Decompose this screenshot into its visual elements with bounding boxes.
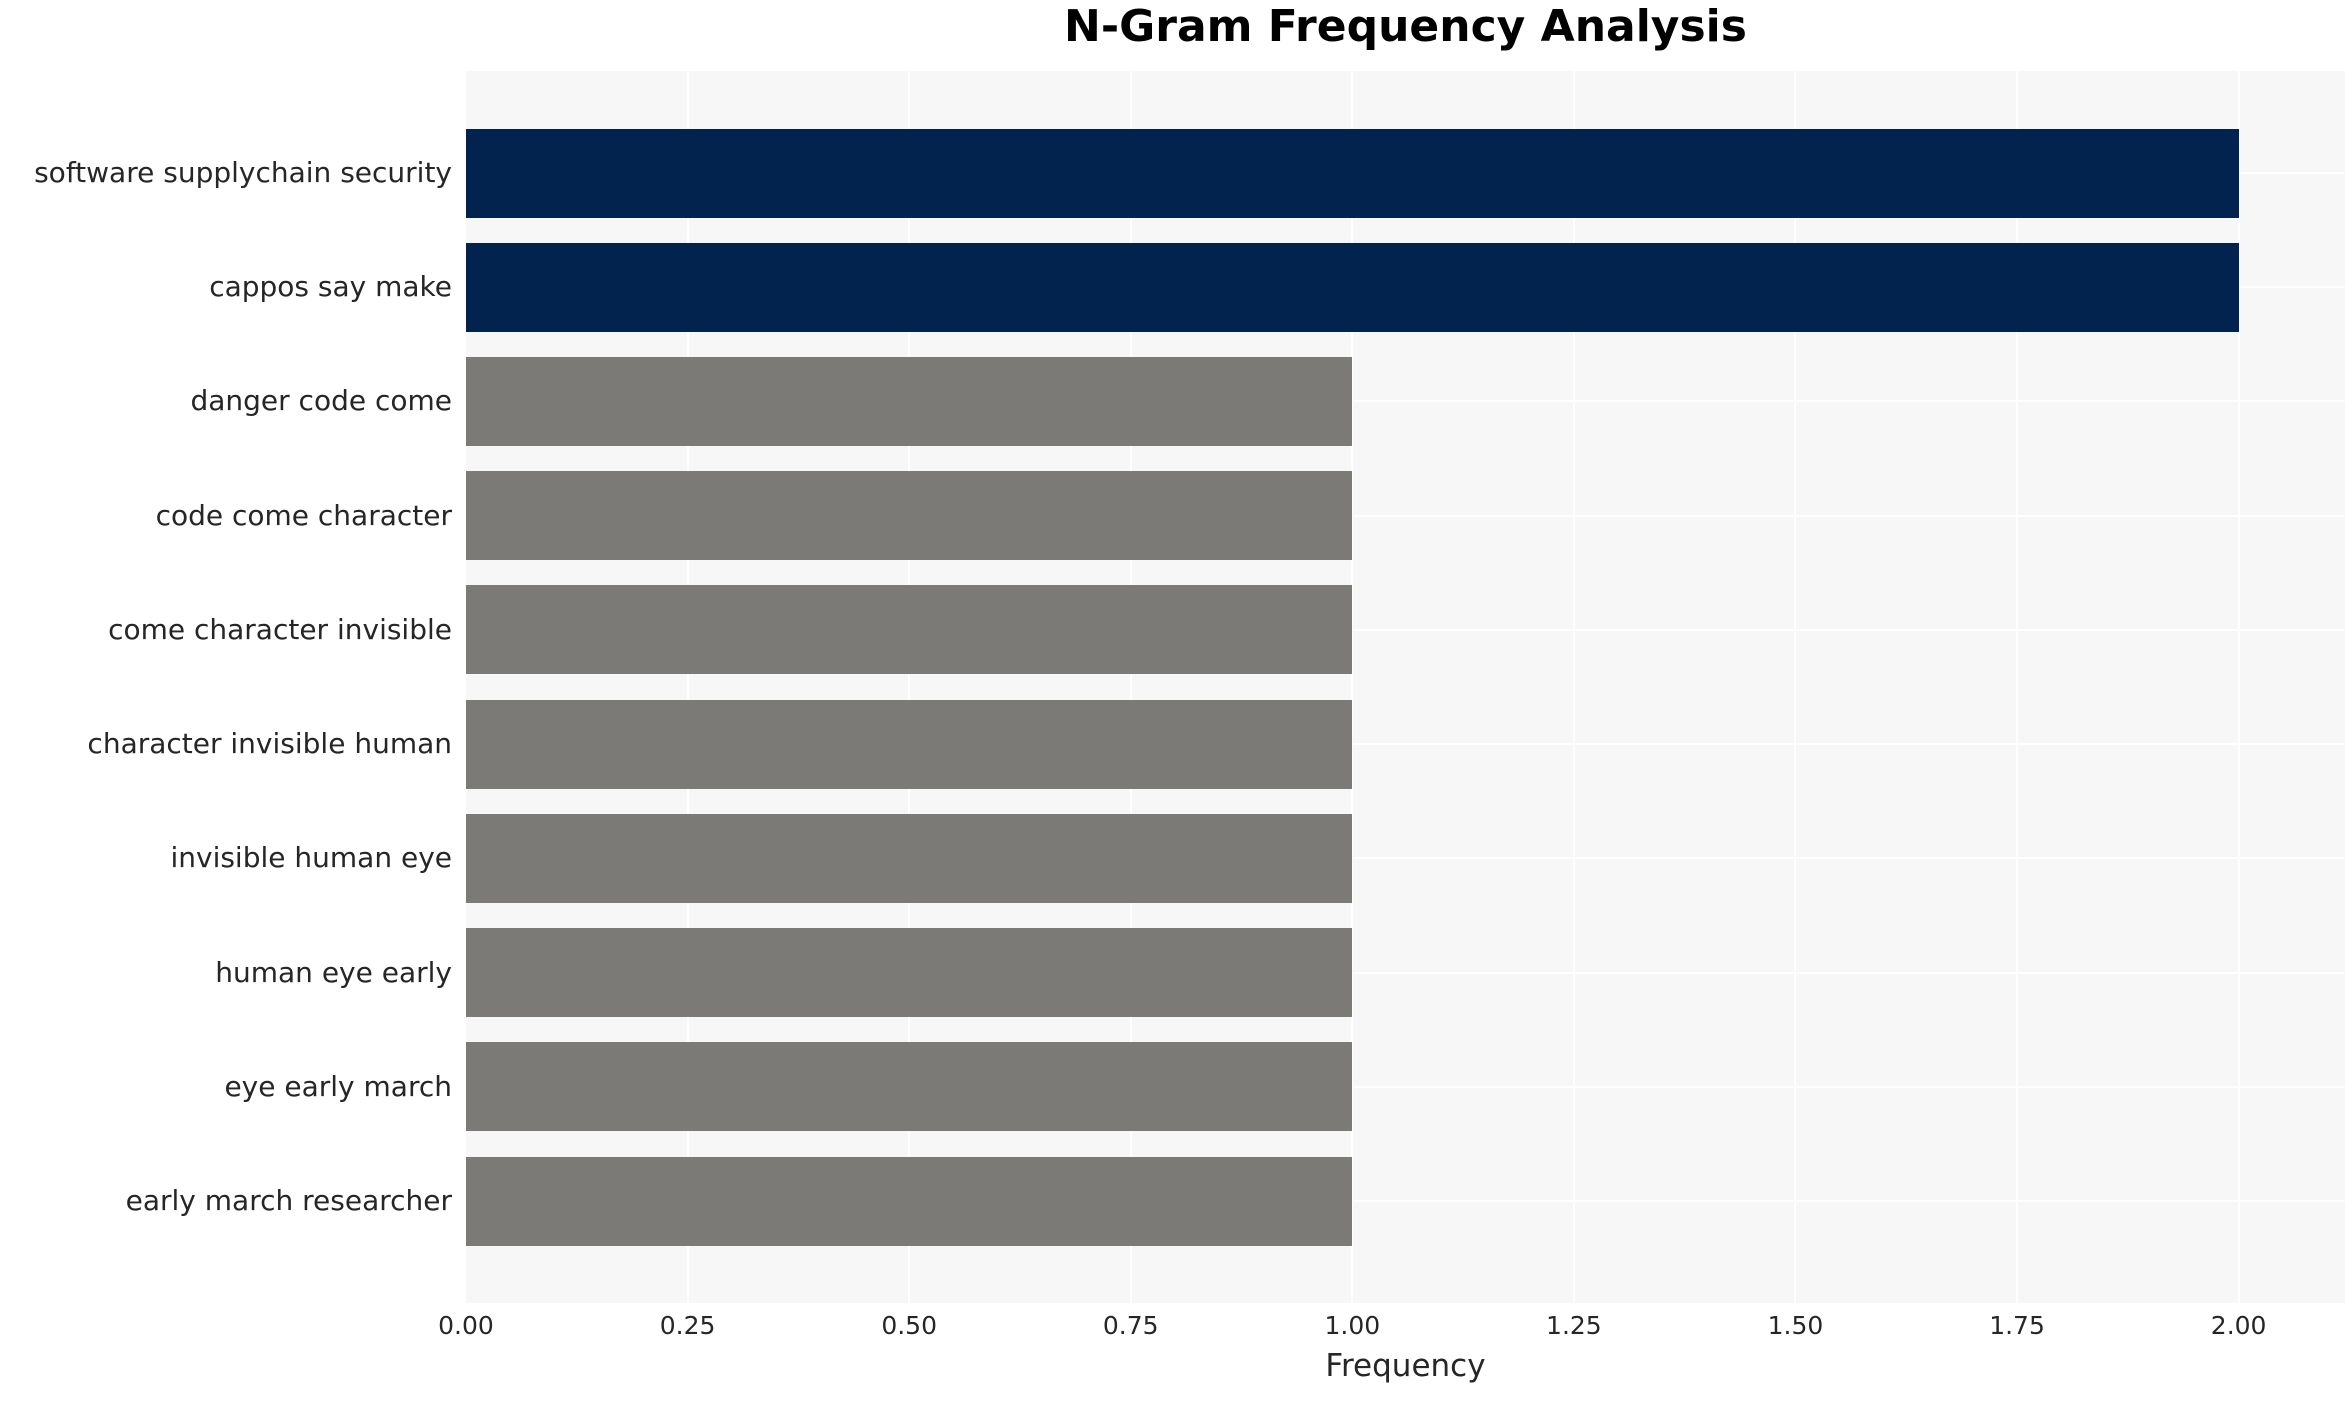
gridline-vertical [1351,71,1354,1303]
y-tick-label: cappos say make [209,270,452,304]
y-tick-label: danger code come [190,384,452,418]
gridline-horizontal [466,743,2345,746]
gridline-horizontal [466,1200,2345,1202]
chart-title: N-Gram Frequency Analysis [1064,1,1747,52]
bar-character-invisible-human [466,699,1353,789]
x-tick-label: 1.25 [1546,1311,1602,1340]
y-tick-label: come character invisible [108,612,452,646]
bar-human-eye-early [466,928,1353,1018]
gridline-horizontal [466,1085,2345,1088]
x-tick-label: 0.75 [1102,1311,1159,1340]
gridline-horizontal [466,628,2345,631]
y-tick-label: early march researcher [125,1184,452,1217]
x-tick-label: 1.75 [1989,1311,2045,1340]
gridline-vertical [908,71,911,1303]
y-tick-label: invisible human eye [170,841,452,875]
x-axis-title: Frequency [1325,1348,1486,1384]
x-tick-label: 1.00 [1324,1311,1381,1340]
bar-danger-code-come [466,356,1353,446]
bar-software-supplychain-security [466,128,2239,218]
gridline-vertical [1129,71,1132,1303]
gridline-horizontal [466,514,2345,517]
bar-eye-early-march [466,1042,1353,1132]
plot-area [466,71,2345,1303]
y-tick-label: eye early march [224,1069,452,1103]
x-tick-label: 0.00 [438,1311,494,1340]
gridline-vertical [2237,71,2240,1303]
x-tick-label: 0.50 [881,1311,937,1340]
gridline-horizontal [466,857,2345,860]
x-tick-label: 2.00 [2210,1311,2267,1340]
bar-code-come-character [466,471,1353,561]
bar-come-character-invisible [466,585,1353,675]
bar-early-march-researcher [466,1156,1353,1246]
y-tick-label: code come character [155,498,452,532]
gridline-vertical [1794,71,1797,1303]
bar-cappos-say-make [466,242,2239,332]
gridline-vertical [1572,71,1575,1303]
y-tick-label: character invisible human [87,727,452,761]
y-tick-label: human eye early [215,955,452,989]
bar-invisible-human-eye [466,813,1353,903]
gridline-horizontal [466,400,2345,403]
gridline-vertical [2016,71,2019,1303]
y-tick-label: software supplychain security [34,156,452,189]
gridline-vertical [686,71,689,1303]
x-tick-label: 1.50 [1767,1311,1824,1340]
gridline-horizontal [466,971,2345,974]
x-tick-label: 0.25 [659,1311,716,1340]
